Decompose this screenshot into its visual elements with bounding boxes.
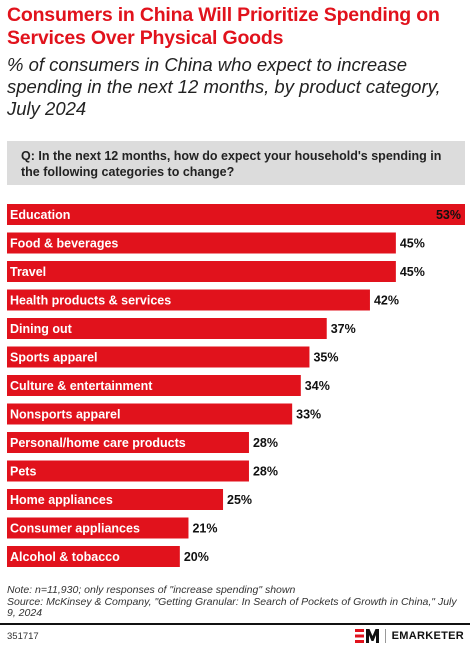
logo-separator (384, 629, 386, 643)
value-label: 28% (253, 465, 278, 479)
category-label: Consumer appliances (10, 522, 140, 536)
value-label: 20% (184, 550, 209, 564)
chart-subtitle: % of consumers in China who expect to in… (7, 54, 441, 119)
bar-row: Pets 28% (7, 460, 278, 482)
value-label: 33% (296, 408, 321, 422)
chart-title: Consumers in China Will Prioritize Spend… (7, 4, 440, 49)
value-label: 45% (400, 265, 425, 279)
category-label: Nonsports apparel (10, 408, 120, 422)
category-label: Health products & services (10, 294, 171, 308)
category-label: Culture & entertainment (10, 379, 153, 393)
survey-question: Q: In the next 12 months, how do expect … (7, 141, 465, 185)
value-label: 37% (331, 322, 356, 336)
category-label: Sports apparel (10, 351, 98, 365)
value-label: 28% (253, 436, 278, 450)
bar (7, 489, 224, 510)
value-label: 45% (400, 237, 425, 251)
bar-chart: Education 53% Food & beverages 45% Travel 45%… (7, 204, 465, 567)
brand-name: EMARKETER (391, 630, 464, 642)
bar-row: Travel 45% (7, 261, 425, 282)
bar (7, 232, 396, 254)
bar (7, 261, 396, 282)
bar-row: Nonsports apparel 33% (7, 403, 321, 425)
category-label: Pets (10, 465, 36, 479)
bar (7, 546, 180, 567)
value-label: 25% (227, 493, 252, 507)
footnote-note: Note: n=11,930; only responses of "incre… (7, 584, 296, 596)
bar (7, 346, 310, 368)
footer-rule (0, 623, 470, 625)
category-label: Dining out (10, 322, 73, 336)
value-label: 34% (305, 379, 330, 393)
bar (7, 517, 189, 539)
footnote-source: Source: McKinsey & Company, "Getting Gra… (7, 595, 457, 619)
bar (7, 460, 249, 482)
bar-row: Alcohol & tobacco 20% (7, 546, 209, 567)
value-label: 53% (436, 208, 461, 222)
bar-row: Sports apparel 35% (7, 346, 338, 368)
bar-row: Home appliances 25% (7, 489, 252, 510)
bar-row: Culture & entertainment 34% (7, 375, 330, 396)
em-logo-icon (354, 629, 379, 643)
category-label: Alcohol & tobacco (10, 550, 120, 564)
bar-row: Education 53% (7, 204, 465, 225)
brand-logo: EMARKETER (354, 627, 464, 645)
chart-id: 351717 (7, 631, 39, 642)
bar (7, 289, 370, 311)
bar-row: Food & beverages 45% (7, 232, 425, 254)
value-label: 21% (192, 522, 217, 536)
bar (7, 432, 249, 453)
category-label: Food & beverages (10, 237, 118, 251)
category-label: Personal/home care products (10, 436, 186, 450)
bar (7, 375, 301, 396)
category-label: Travel (10, 265, 46, 279)
category-label: Home appliances (10, 493, 113, 507)
bar-row: Health products & services 42% (7, 289, 399, 311)
bar-row: Personal/home care products 28% (7, 432, 278, 453)
category-label: Education (10, 208, 70, 222)
value-label: 42% (374, 294, 399, 308)
bar (7, 204, 465, 225)
bar (7, 318, 327, 339)
bar-row: Dining out 37% (7, 318, 356, 339)
bar-row: Consumer appliances 21% (7, 517, 218, 539)
value-label: 35% (313, 351, 338, 365)
footnote: Note: n=11,930; only responses of "incre… (7, 584, 467, 620)
bar (7, 403, 293, 425)
